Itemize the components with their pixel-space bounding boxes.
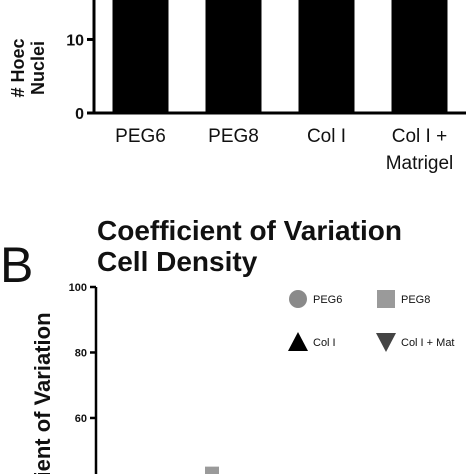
- y-tick-label: 100: [69, 282, 87, 294]
- legend: PEG6 PEG8 Col I Col I + Mat: [288, 290, 455, 352]
- y-tick-label: 60: [75, 413, 87, 425]
- legend-marker-square: [377, 290, 395, 308]
- y-axis-label-line: Nuclei: [28, 41, 48, 95]
- legend-marker-triangle-down: [376, 333, 396, 352]
- y-tick-label: 10: [66, 32, 84, 49]
- legend-marker-circle: [289, 290, 307, 308]
- x-tick-labels: PEG6 PEG8 Col I Col I + Matrigel: [115, 126, 453, 174]
- data-point-peg8: [205, 466, 219, 474]
- chart-title-line: Coefficient of Variation: [97, 215, 402, 246]
- legend-label: PEG8: [401, 294, 430, 306]
- legend-item: Col I: [288, 332, 336, 351]
- y-tick-label: 80: [75, 347, 87, 359]
- bar-chart-panel: # Hoec Nuclei 0 10 PEG6 PEG8 Col I Col I + Mat…: [8, 0, 466, 174]
- bar-peg8: [205, 0, 262, 113]
- bars: [112, 0, 448, 113]
- x-tick-label: Matrigel: [386, 153, 454, 174]
- x-tick-label: PEG6: [115, 126, 166, 147]
- legend-marker-triangle-up: [288, 332, 308, 351]
- y-axis-label: ient of Variation: [30, 312, 55, 474]
- legend-label: Col I + Mat: [401, 337, 455, 349]
- legend-item: PEG6: [289, 290, 342, 308]
- bar-col-i: [298, 0, 355, 113]
- x-tick-label: Col I: [307, 126, 346, 147]
- x-tick-label: PEG8: [208, 126, 259, 147]
- x-tick-label: Col I +: [392, 126, 447, 147]
- y-axis-label: # Hoec Nuclei: [8, 38, 48, 97]
- legend-item: PEG8: [377, 290, 430, 308]
- y-axis-label-line: # Hoec: [8, 38, 28, 97]
- bar-col-i-matrigel: [391, 0, 448, 113]
- axes: [92, 0, 466, 115]
- panel-label: B: [0, 237, 33, 293]
- bar-peg6: [112, 0, 169, 113]
- legend-label: Col I: [313, 337, 336, 349]
- legend-item: Col I + Mat: [376, 333, 455, 352]
- chart-title-line: Cell Density: [97, 246, 258, 277]
- y-ticks: 406080100: [69, 282, 96, 425]
- y-tick-label: 0: [75, 106, 84, 123]
- legend-label: PEG6: [313, 294, 342, 306]
- data-series: [205, 466, 219, 474]
- y-axis-label-text: ient of Variation: [30, 312, 55, 474]
- y-ticks: 0 10: [66, 32, 94, 123]
